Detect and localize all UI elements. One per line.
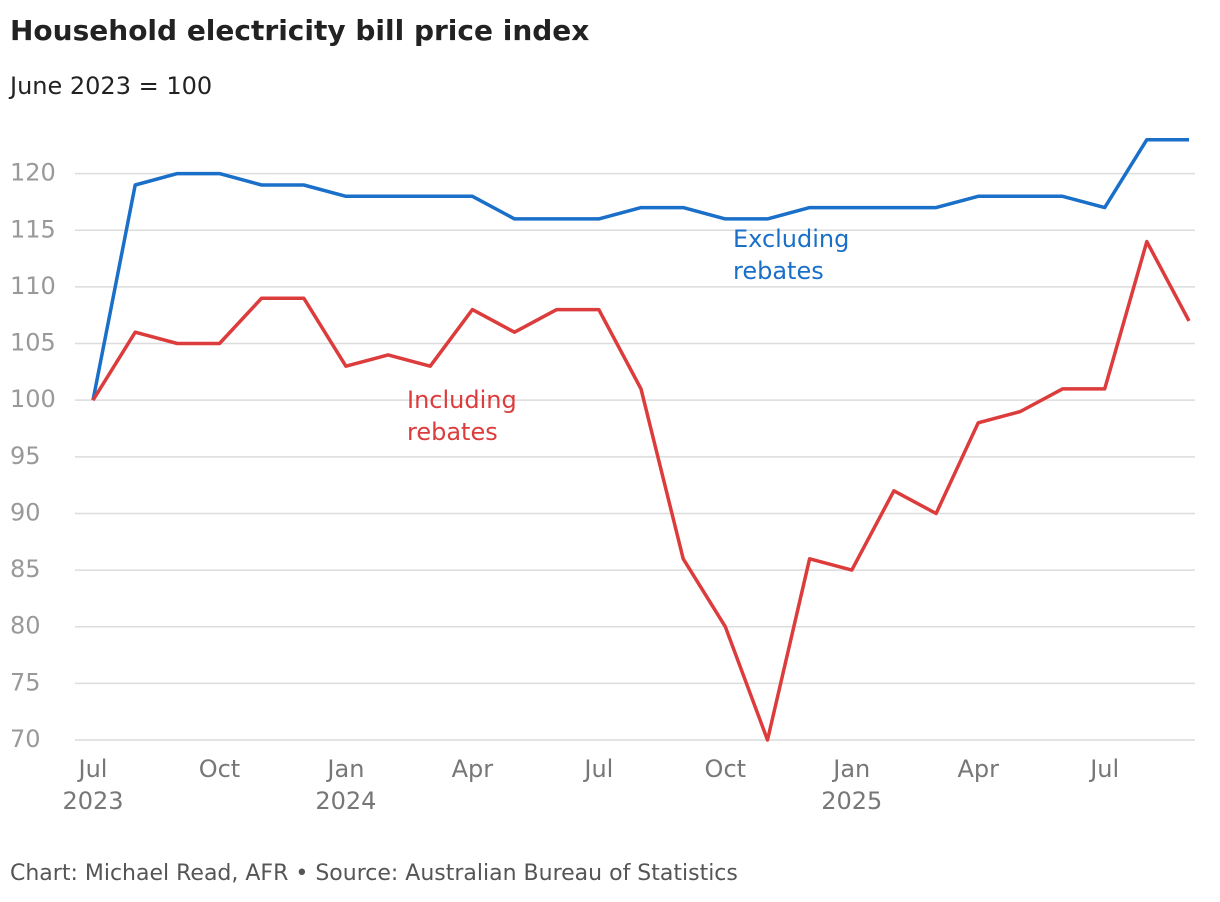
y-tick-label: 90 [10, 498, 41, 526]
y-tick-label: 80 [10, 612, 41, 640]
y-tick-label: 100 [10, 385, 56, 413]
x-tick-label: Jul [1090, 755, 1120, 783]
x-tick-label: Jan 2024 [315, 755, 377, 815]
y-tick-label: 95 [10, 442, 41, 470]
line-series [91, 239, 1191, 742]
line-series [91, 137, 1189, 401]
y-tick-label: 85 [10, 555, 41, 583]
x-tick-label: Apr [451, 755, 494, 783]
y-tick-label: 115 [10, 215, 56, 243]
x-tick-label: Oct [704, 755, 747, 783]
x-tick-label: Oct [198, 755, 241, 783]
x-tick-label: Apr [957, 755, 999, 783]
x-tick-label: Jul [584, 755, 614, 783]
chart-subtitle: June 2023 = 100 [10, 72, 213, 100]
y-tick-label: 105 [10, 329, 56, 357]
source-note: Chart: Michael Read, AFR • Source: Austr… [10, 861, 738, 886]
series-label: Including rebates [407, 386, 517, 446]
y-tick-label: 75 [10, 668, 41, 696]
y-tick-label: 110 [10, 272, 56, 300]
chart-title: Household electricity bill price index [10, 14, 590, 47]
x-tick-label: Jan 2025 [821, 755, 883, 815]
y-tick-label: 120 [10, 159, 56, 187]
y-tick-label: 70 [10, 725, 41, 753]
series-label: Excluding rebates [733, 225, 850, 285]
x-tick-label: Jul 2023 [62, 755, 124, 815]
